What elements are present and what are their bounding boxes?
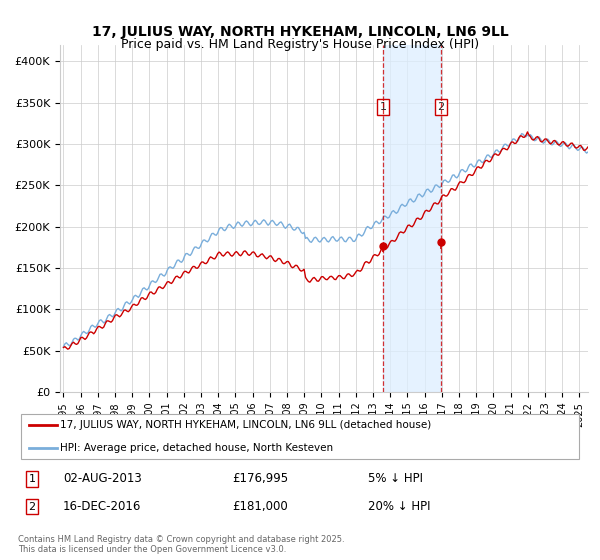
Bar	[383, 45, 441, 392]
Text: £176,995: £176,995	[232, 473, 289, 486]
Text: HPI: Average price, detached house, North Kesteven: HPI: Average price, detached house, Nort…	[60, 443, 334, 453]
Text: 1: 1	[29, 474, 35, 484]
Text: 2: 2	[29, 502, 35, 512]
Text: 5% ↓ HPI: 5% ↓ HPI	[368, 473, 422, 486]
Text: 02-AUG-2013: 02-AUG-2013	[63, 473, 142, 486]
Text: 2: 2	[437, 102, 445, 112]
Text: 20% ↓ HPI: 20% ↓ HPI	[368, 500, 430, 513]
Text: 17, JULIUS WAY, NORTH HYKEHAM, LINCOLN, LN6 9LL (detached house): 17, JULIUS WAY, NORTH HYKEHAM, LINCOLN, …	[60, 420, 431, 430]
Text: £181,000: £181,000	[232, 500, 288, 513]
Text: 1: 1	[379, 102, 386, 112]
Text: Contains HM Land Registry data © Crown copyright and database right 2025.
This d: Contains HM Land Registry data © Crown c…	[18, 535, 344, 554]
Text: Price paid vs. HM Land Registry's House Price Index (HPI): Price paid vs. HM Land Registry's House …	[121, 38, 479, 50]
Text: 16-DEC-2016: 16-DEC-2016	[63, 500, 142, 513]
Text: 17, JULIUS WAY, NORTH HYKEHAM, LINCOLN, LN6 9LL: 17, JULIUS WAY, NORTH HYKEHAM, LINCOLN, …	[92, 25, 508, 39]
FancyBboxPatch shape	[21, 414, 579, 459]
